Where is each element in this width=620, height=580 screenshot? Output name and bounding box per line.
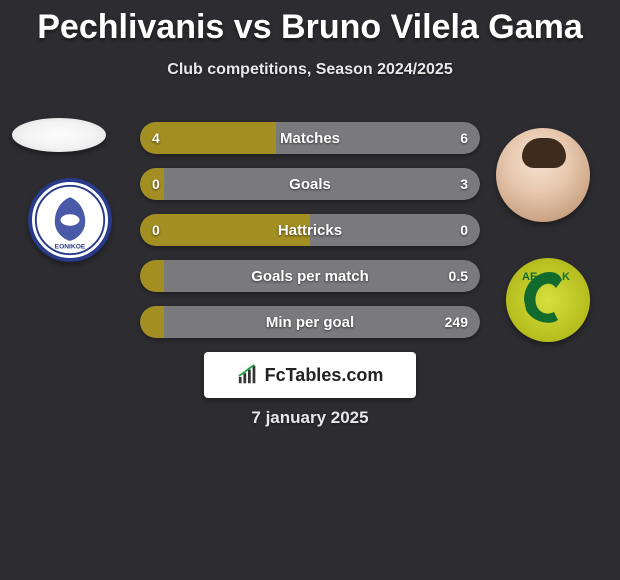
stat-label: Matches [140,122,480,154]
club-right-badge: AE K [506,258,590,342]
stat-label: Goals per match [140,260,480,292]
stat-row: 0 Hattricks 0 [140,214,480,246]
stat-label: Hattricks [140,214,480,246]
stat-row: 0 Goals 3 [140,168,480,200]
stat-value-right: 0 [460,214,468,246]
stat-value-right: 6 [460,122,468,154]
stat-row: Goals per match 0.5 [140,260,480,292]
date-text: 7 january 2025 [0,408,620,428]
stat-value-right: 3 [460,168,468,200]
stat-row: 4 Matches 6 [140,122,480,154]
club-right-icon: AE K [506,258,590,342]
player-right-avatar [496,128,590,222]
club-left-icon: EONIKOE [32,182,108,258]
chart-icon [237,364,259,386]
page-title: Pechlivanis vs Bruno Vilela Gama [0,0,620,47]
stat-row: Min per goal 249 [140,306,480,338]
logo-text: FcTables.com [265,365,384,386]
stat-label: Goals [140,168,480,200]
subtitle: Club competitions, Season 2024/2025 [0,61,620,79]
club-left-badge: EONIKOE [28,178,112,262]
stats-bars: 4 Matches 6 0 Goals 3 0 Hattricks 0 Goal… [140,122,480,352]
fctables-logo: FcTables.com [204,352,416,398]
stat-value-right: 249 [445,306,468,338]
svg-text:EONIKOE: EONIKOE [55,244,86,251]
stat-label: Min per goal [140,306,480,338]
player-left-avatar [12,118,106,152]
svg-text:K: K [562,271,570,283]
stat-value-right: 0.5 [449,260,468,292]
svg-text:AE: AE [522,271,537,283]
